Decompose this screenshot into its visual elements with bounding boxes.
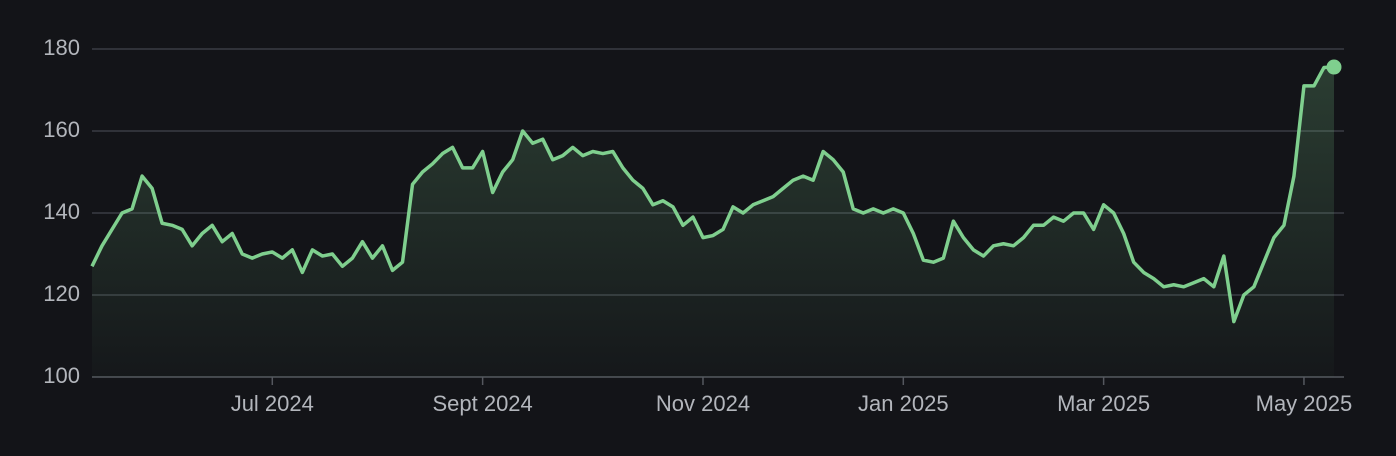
y-tick-label: 140 — [43, 199, 80, 224]
area — [92, 67, 1334, 377]
x-tick-label: Nov 2024 — [656, 391, 750, 416]
y-tick-label: 120 — [43, 281, 80, 306]
x-tick-label: Jul 2024 — [231, 391, 314, 416]
y-tick-label: 180 — [43, 35, 80, 60]
price-line — [90, 65, 1335, 324]
x-tick-label: Mar 2025 — [1057, 391, 1150, 416]
x-tick-label: Jan 2025 — [858, 391, 949, 416]
x-tick-label: Sept 2024 — [432, 391, 532, 416]
y-tick-label: 100 — [43, 363, 80, 388]
last-point — [1326, 59, 1342, 75]
x-tick-label: May 2025 — [1256, 391, 1353, 416]
y-tick-label: 160 — [43, 117, 80, 142]
